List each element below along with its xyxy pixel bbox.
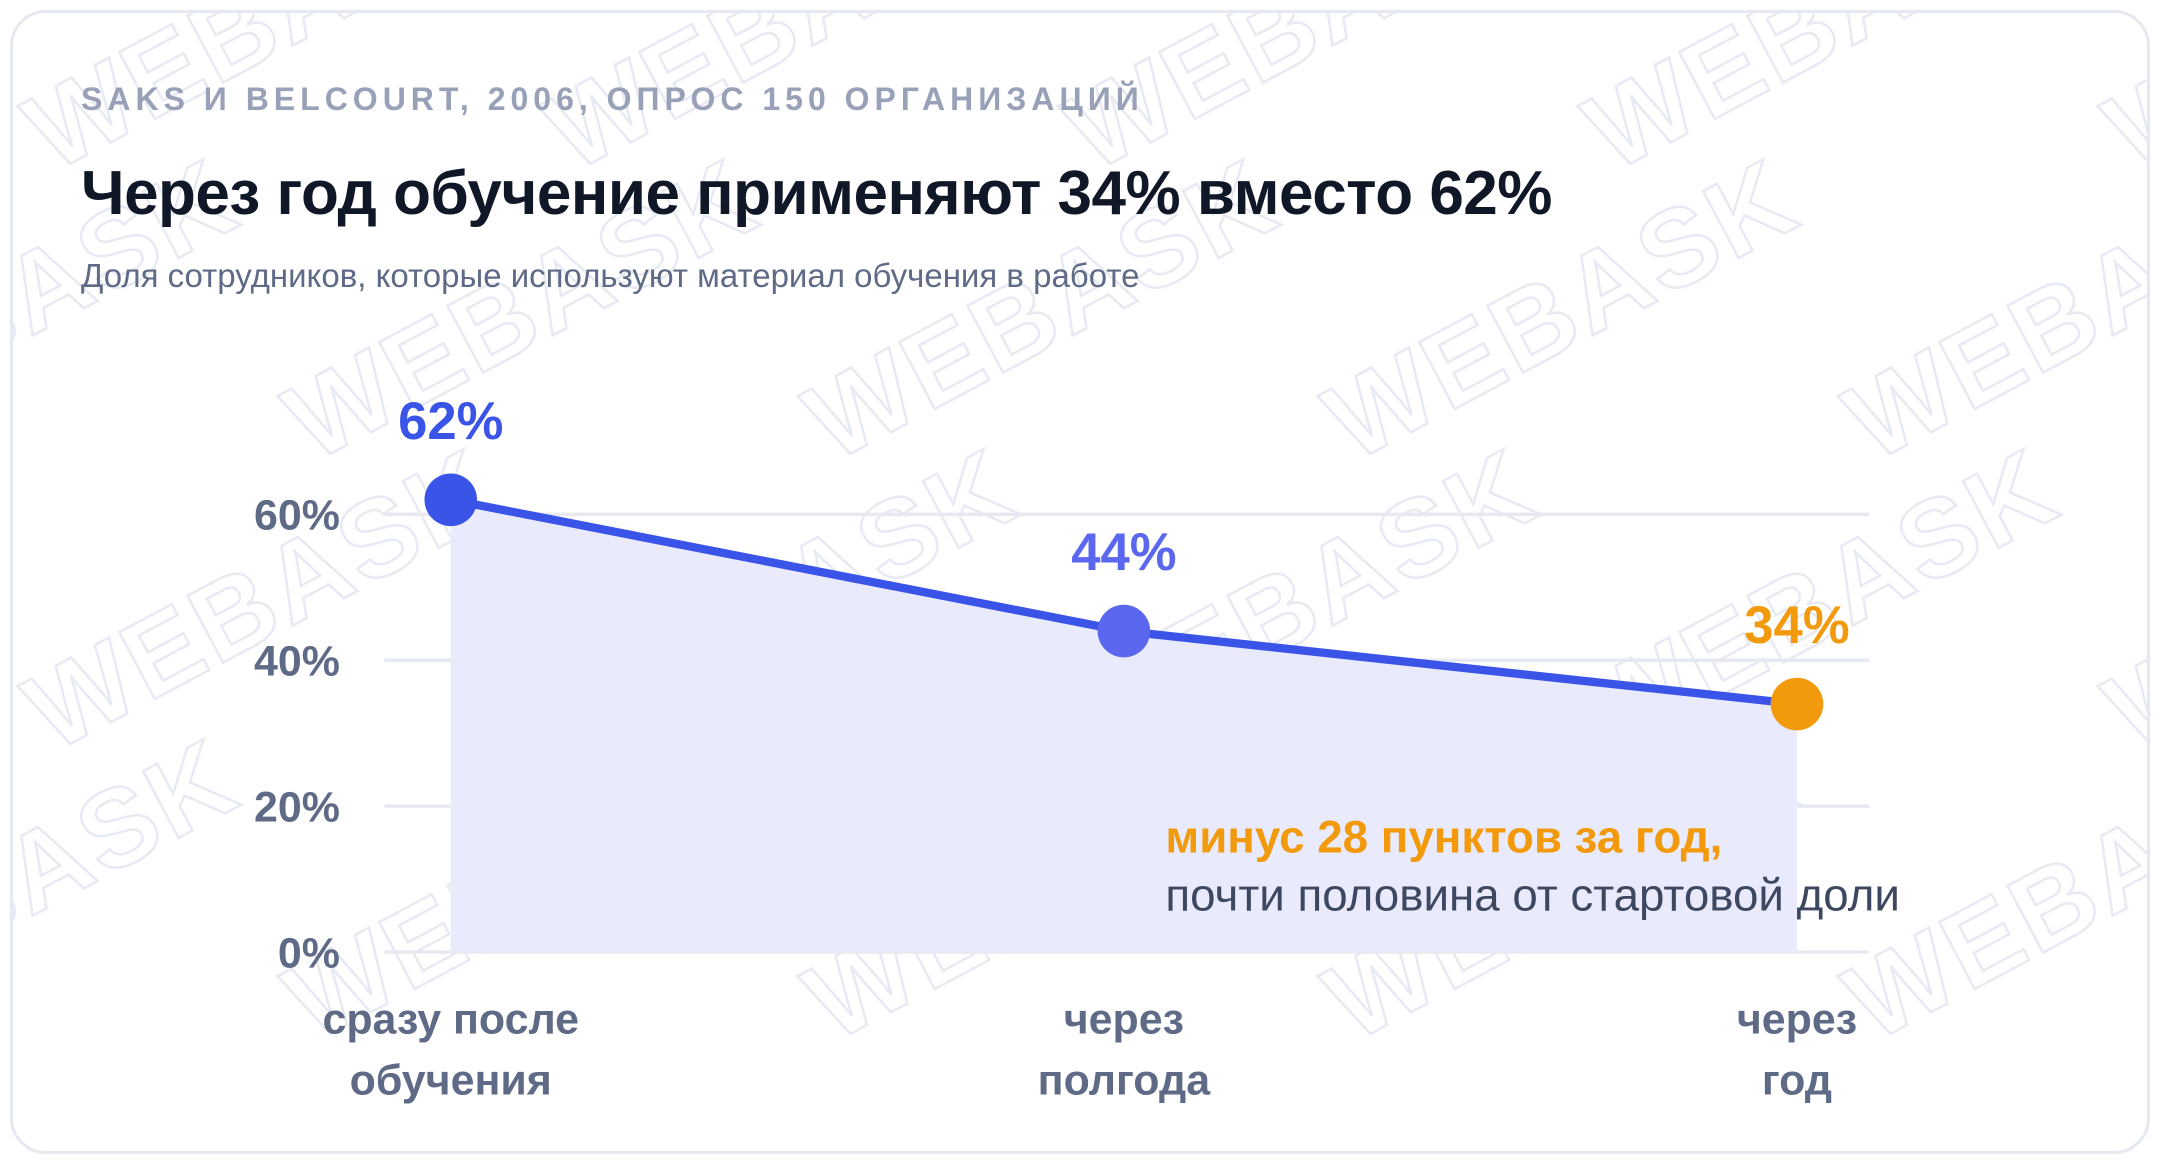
- area-shape: [450, 499, 1797, 953]
- data-point-0: [424, 473, 478, 527]
- y-tick-label-60: 60%: [254, 492, 340, 540]
- data-points: [424, 473, 1824, 731]
- x-category-label-1: через полгода: [1038, 996, 1212, 1105]
- x-category-line-1-1: полгода: [1038, 1057, 1212, 1105]
- annotation-text: почти половина от стартовой доли: [1165, 869, 1899, 920]
- y-axis-ticks: 0% 20% 40% 60%: [254, 492, 340, 978]
- x-category-label-2: через год: [1737, 996, 1857, 1105]
- y-tick-label-0: 0%: [278, 929, 340, 977]
- x-category-line-0-0: сразу после: [322, 996, 579, 1044]
- x-category-line-1-0: через: [1064, 996, 1184, 1044]
- chart-subtitle: Доля сотрудников, которые используют мат…: [81, 257, 1140, 294]
- x-category-line-2-1: год: [1762, 1057, 1832, 1105]
- data-point-1: [1097, 604, 1151, 658]
- annotation-strong: минус 28 пунктов за год,: [1165, 811, 1722, 862]
- chart-card: WEBASK WEBASK WEBASK WEBASK WEBASK WEBASK WEBA…: [10, 10, 2150, 1154]
- data-label-0: 62%: [398, 392, 503, 451]
- source-caption: SAKS И BELCOURT, 2006, ОПРОС 150 ОРГАНИЗ…: [81, 81, 1144, 117]
- y-tick-label-40: 40%: [254, 637, 340, 685]
- x-axis-categories: сразу после обучения через полгода через год: [322, 996, 1857, 1105]
- data-label-1: 44%: [1071, 523, 1176, 582]
- area-fill: [450, 499, 1797, 953]
- chart-title: Через год обучение применяют 34% вместо …: [81, 159, 1552, 228]
- data-label-2: 34%: [1744, 596, 1849, 655]
- data-point-2: [1770, 677, 1824, 731]
- annotation: минус 28 пунктов за год, почти половина о…: [1165, 811, 1899, 920]
- x-category-line-2-0: через: [1737, 996, 1857, 1044]
- x-category-line-0-1: обучения: [350, 1057, 552, 1105]
- data-labels: 62% 44% 34%: [398, 392, 1850, 655]
- y-tick-label-20: 20%: [254, 783, 340, 831]
- x-category-label-0: сразу после обучения: [322, 996, 579, 1105]
- line-chart: 62% 44% 34% 0% 20% 40% 60% сразу после обучени…: [254, 392, 1900, 1105]
